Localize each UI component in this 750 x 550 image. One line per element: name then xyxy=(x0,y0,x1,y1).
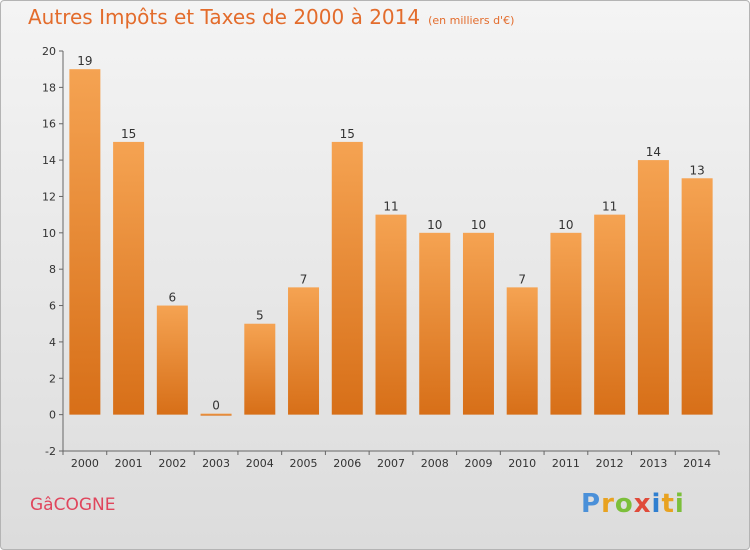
data-label-2004: 5 xyxy=(256,309,264,323)
data-label-2006: 15 xyxy=(340,127,355,141)
chart-subtitle: (en milliers d'€) xyxy=(428,14,515,27)
x-tick-label: 2008 xyxy=(421,457,449,470)
data-label-2010: 7 xyxy=(518,272,526,286)
logo-letter: P xyxy=(581,489,602,519)
x-tick-label: 2011 xyxy=(552,457,580,470)
bar-2009 xyxy=(462,232,494,415)
bars xyxy=(69,69,713,416)
x-tick-label: 2014 xyxy=(683,457,711,470)
y-tick-label: 14 xyxy=(42,154,56,167)
data-label-2005: 7 xyxy=(300,272,308,286)
bar-2003 xyxy=(200,413,232,416)
logo-letter: x xyxy=(633,489,652,519)
x-tick-label: 2009 xyxy=(464,457,492,470)
y-tick-label: 4 xyxy=(49,336,56,349)
y-tick-label: 10 xyxy=(42,227,56,240)
axes: -2 0 2 4 6 8 10 12 14 16 18 20 2000 2001 2002 2003 2004 2… xyxy=(42,45,720,470)
y-tick-label: 20 xyxy=(42,45,56,58)
bar-2012 xyxy=(594,214,626,415)
x-tick-label: 2003 xyxy=(202,457,230,470)
data-label-2013: 14 xyxy=(646,145,661,159)
y-tick-label: 16 xyxy=(42,118,56,131)
x-tick-label: 2007 xyxy=(377,457,405,470)
x-tick-label: 2000 xyxy=(71,457,99,470)
bar-2000 xyxy=(69,69,101,415)
chart-title: Autres Impôts et Taxes de 2000 à 2014 xyxy=(28,5,421,29)
data-label-2003: 0 xyxy=(212,399,220,413)
logo-letter: o xyxy=(614,489,634,519)
x-tick-label: 2010 xyxy=(508,457,536,470)
y-tick-label: 6 xyxy=(49,300,56,313)
bar-2004 xyxy=(244,323,276,415)
x-tick-label: 2013 xyxy=(639,457,667,470)
proxiti-logo[interactable]: Proxiti xyxy=(581,489,685,519)
data-label-2000: 19 xyxy=(77,54,92,68)
data-label-2012: 11 xyxy=(602,200,617,214)
x-tick-label: 2002 xyxy=(158,457,186,470)
data-label-2001: 15 xyxy=(121,127,136,141)
logo-letter: i xyxy=(651,489,662,519)
data-label-2011: 10 xyxy=(558,218,573,232)
data-label-2014: 13 xyxy=(689,163,704,177)
y-tick-label: 2 xyxy=(49,372,56,385)
x-tick-label: 2005 xyxy=(290,457,318,470)
logo-letter: t xyxy=(661,489,675,519)
x-tick-label: 2006 xyxy=(333,457,361,470)
data-label-2009: 10 xyxy=(471,218,486,232)
logo-letter: i xyxy=(674,489,685,519)
bar-2005 xyxy=(288,287,320,415)
y-tick-label: 12 xyxy=(42,190,56,203)
bar-2001 xyxy=(113,141,145,415)
x-tick-label: 2012 xyxy=(596,457,624,470)
data-label-2002: 6 xyxy=(169,291,177,305)
data-label-2007: 11 xyxy=(383,200,398,214)
title-row: Autres Impôts et Taxes de 2000 à 2014 (en… xyxy=(28,5,514,29)
location-name: GâCOGNE xyxy=(30,495,116,515)
bar-2007 xyxy=(375,214,407,415)
data-label-2008: 10 xyxy=(427,218,442,232)
bar-2010 xyxy=(506,287,538,415)
y-tick-label: 0 xyxy=(49,409,56,422)
logo-letter: r xyxy=(601,489,615,519)
bar-2013 xyxy=(637,160,669,415)
bar-2008 xyxy=(419,232,451,415)
y-tick-label: -2 xyxy=(45,445,56,458)
bar-2002 xyxy=(156,305,188,415)
bar-2006 xyxy=(331,141,363,415)
bar-2011 xyxy=(550,232,582,415)
x-tick-label: 2001 xyxy=(115,457,143,470)
bar-2014 xyxy=(681,178,713,415)
data-labels: 19 15 6 0 5 7 15 11 10 10 7 10 11 14 13 xyxy=(77,54,705,412)
x-tick-label: 2004 xyxy=(246,457,274,470)
y-tick-label: 18 xyxy=(42,81,56,94)
y-tick-label: 8 xyxy=(49,263,56,276)
